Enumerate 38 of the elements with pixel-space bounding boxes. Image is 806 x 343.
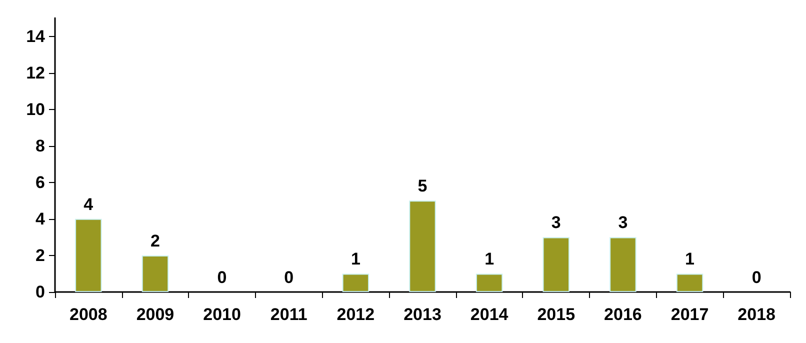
x-tick-label: 2010 bbox=[203, 305, 241, 324]
x-tick-label: 2018 bbox=[738, 305, 776, 324]
x-tick-label: 2013 bbox=[404, 305, 442, 324]
bar bbox=[409, 200, 436, 292]
data-label: 0 bbox=[217, 268, 227, 287]
x-tick-label: 2014 bbox=[470, 305, 509, 324]
y-tick-label: 2 bbox=[36, 246, 45, 265]
y-tick-label: 4 bbox=[36, 209, 46, 228]
x-tick-label: 2012 bbox=[336, 305, 375, 324]
data-label: 4 bbox=[84, 194, 94, 214]
x-tick-label: 2016 bbox=[604, 305, 642, 324]
data-label: 1 bbox=[685, 250, 695, 269]
data-label: 3 bbox=[551, 213, 561, 232]
x-tick-label: 2009 bbox=[136, 305, 174, 324]
data-label: 1 bbox=[350, 250, 360, 269]
bar bbox=[476, 274, 503, 292]
bar bbox=[542, 237, 570, 292]
x-tick-label: 2017 bbox=[670, 305, 709, 324]
y-tick-label: 0 bbox=[36, 282, 45, 302]
data-label: 5 bbox=[418, 176, 428, 196]
y-tick-label: 14 bbox=[26, 26, 46, 46]
data-label: 1 bbox=[484, 250, 494, 269]
x-tick-label: 2011 bbox=[270, 305, 308, 324]
x-tick-label: 2015 bbox=[537, 305, 576, 324]
y-tick-label: 6 bbox=[36, 172, 45, 192]
data-label: 0 bbox=[284, 268, 294, 287]
y-tick-label: 8 bbox=[36, 136, 45, 156]
bar bbox=[142, 255, 169, 292]
data-label: 2 bbox=[150, 231, 160, 250]
data-label: 0 bbox=[752, 268, 762, 287]
bar bbox=[610, 237, 636, 292]
bar bbox=[75, 218, 102, 292]
y-tick-label: 10 bbox=[26, 100, 45, 119]
data-label: 3 bbox=[618, 213, 628, 232]
bar bbox=[676, 274, 704, 292]
bar bbox=[342, 274, 370, 292]
x-tick-label: 2008 bbox=[69, 305, 108, 324]
y-tick-label: 12 bbox=[26, 63, 45, 82]
